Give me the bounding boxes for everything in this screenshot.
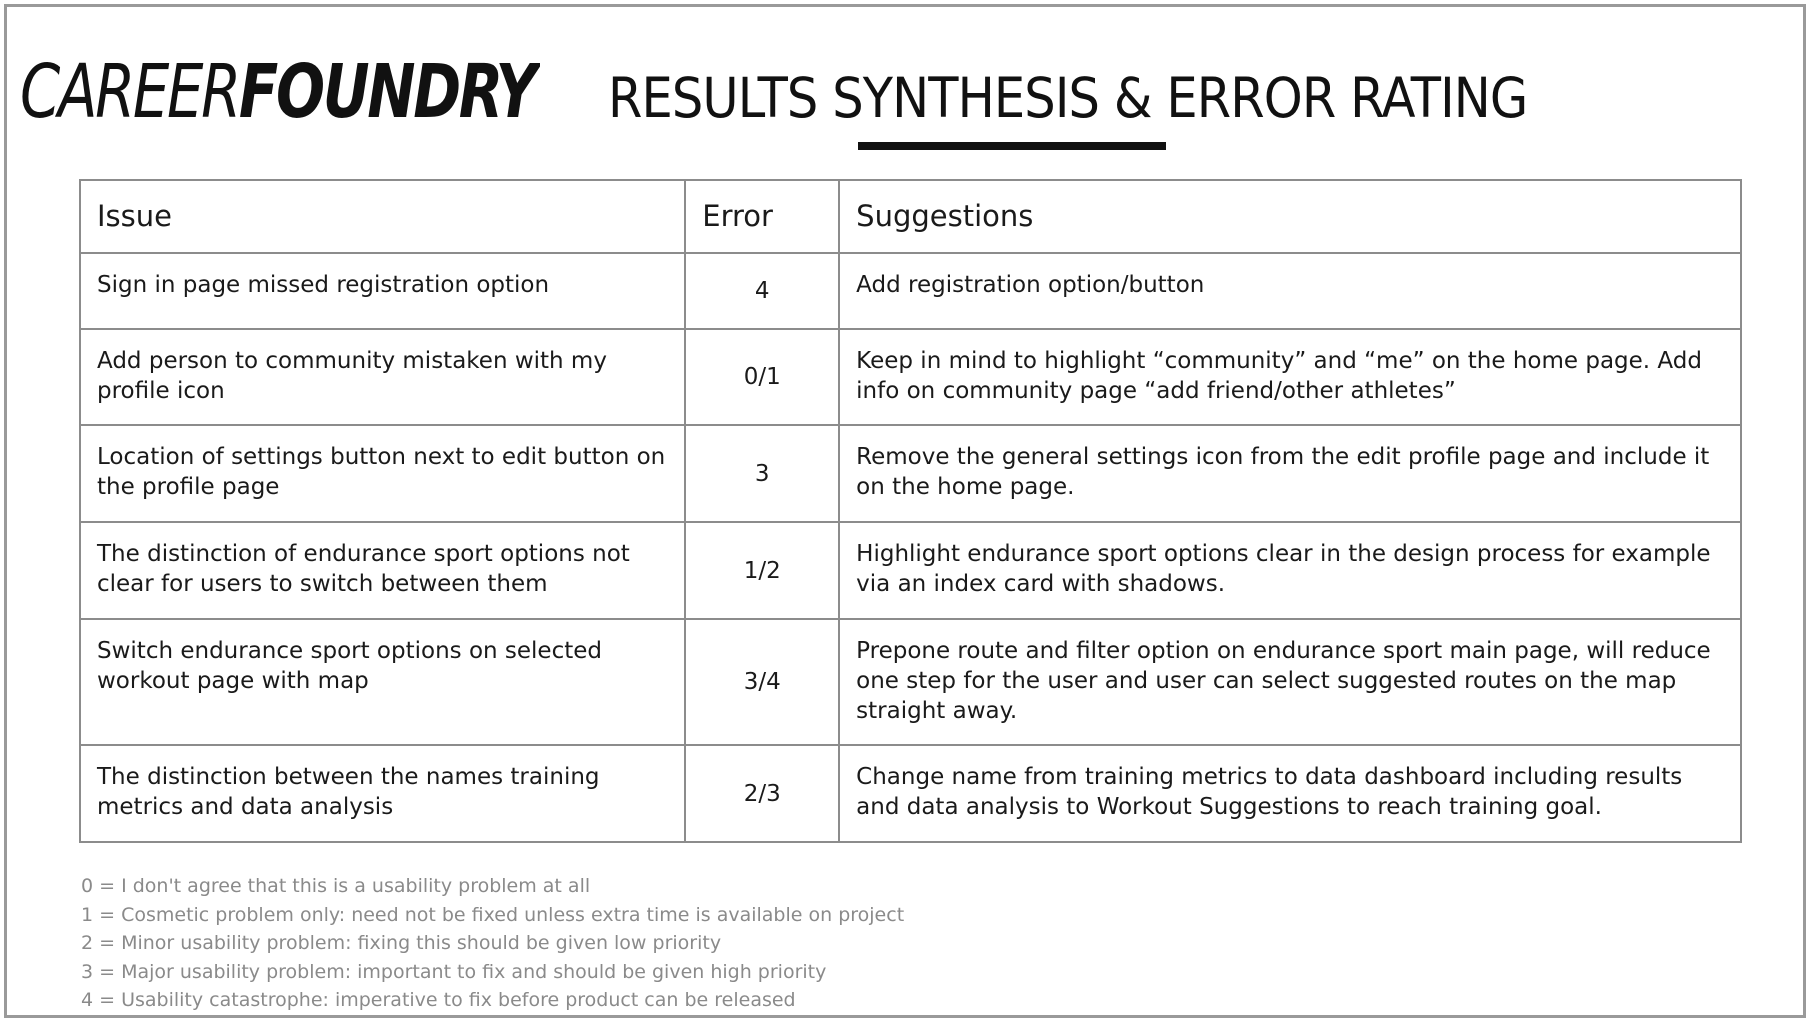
legend-item-2: 2 = Minor usability problem: fixing this… — [81, 932, 722, 954]
legend-item-1: 1 = Cosmetic problem only: need not be f… — [81, 903, 905, 926]
table-row: Sign in page missed registration option … — [78, 252, 1742, 330]
suggestion-cell: Remove the general settings icon from th… — [838, 424, 1742, 523]
header-error: Error — [684, 179, 841, 254]
issue-cell: Sign in page missed registration option — [78, 252, 687, 330]
header-issue: Issue — [78, 179, 687, 254]
error-rating-cell: 2/3 — [684, 744, 841, 843]
page-title: RESULTS SYNTHESIS & ERROR RATING — [608, 66, 1528, 130]
legend-item-4: 4 = Usability catastrophe: imperative to… — [81, 989, 796, 1011]
logo-text-foundry: FOUNDRY — [238, 52, 537, 132]
table-row: Switch endurance sport options on select… — [78, 618, 1742, 746]
error-rating-cell: 0/1 — [684, 328, 841, 426]
error-rating-cell: 1/2 — [684, 521, 841, 620]
suggestion-cell: Add registration option/button — [838, 252, 1742, 330]
table-header-row: Issue Error Suggestions — [78, 179, 1742, 254]
issue-cell: The distinction of endurance sport optio… — [78, 521, 687, 620]
legend-item-3: 3 = Major usability problem: important t… — [81, 960, 827, 983]
suggestion-cell: Prepone route and filter option on endur… — [838, 618, 1742, 746]
table-row: The distinction of endurance sport optio… — [78, 521, 1742, 620]
issue-cell: The distinction between the names traini… — [78, 744, 687, 843]
issue-cell: Location of settings button next to edit… — [78, 424, 687, 523]
title-underline — [858, 142, 1166, 150]
error-rating-cell: 4 — [684, 252, 841, 330]
table-row: Add person to community mistaken with my… — [78, 328, 1742, 426]
results-table: Issue Error Suggestions Sign in page mis… — [78, 179, 1742, 843]
error-rating-cell: 3 — [684, 424, 841, 523]
table-row: The distinction between the names traini… — [78, 744, 1742, 843]
legend-item-0: 0 = I don't agree that this is a usabili… — [81, 875, 591, 897]
issue-cell: Add person to community mistaken with my… — [78, 328, 687, 426]
suggestion-cell: Highlight endurance sport options clear … — [838, 521, 1742, 620]
logo-text-career: CAREER — [20, 52, 241, 132]
table-row: Location of settings button next to edit… — [78, 424, 1742, 523]
error-rating-cell: 3/4 — [684, 618, 841, 746]
suggestion-cell: Change name from training metrics to dat… — [838, 744, 1742, 843]
suggestion-cell: Keep in mind to highlight “community” an… — [838, 328, 1742, 426]
careerfoundry-logo: CAREERFOUNDRY — [20, 52, 540, 132]
rating-legend: 0 = I don't agree that this is a usabili… — [81, 872, 904, 1015]
issue-cell: Switch endurance sport options on select… — [78, 618, 687, 746]
header-suggestions: Suggestions — [838, 179, 1742, 254]
